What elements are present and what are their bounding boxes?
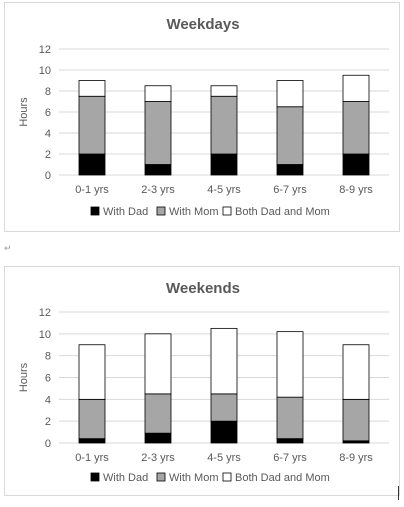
y-tick-label: 4: [45, 128, 51, 140]
y-tick-label: 10: [39, 65, 51, 77]
text-cursor: [398, 486, 399, 500]
bar-segment: [144, 393, 172, 434]
bar-segment: [144, 432, 172, 444]
legend-label: With Dad: [103, 472, 148, 484]
bar-segment: [342, 153, 370, 176]
bar-segment: [276, 80, 304, 108]
x-tick-label: 2-3 yrs: [141, 452, 175, 464]
bar-segment: [210, 85, 238, 97]
x-tick-label: 4-5 yrs: [207, 452, 241, 464]
y-axis-label: Hours: [18, 362, 30, 392]
x-tick-label: 0-1 yrs: [75, 452, 109, 464]
legend-label: Both Dad and Mom: [235, 472, 330, 484]
paragraph-mark: ↵: [4, 244, 12, 254]
x-tick-label: 6-7 yrs: [273, 184, 307, 196]
y-tick-label: 0: [45, 170, 51, 182]
x-tick-label: 6-7 yrs: [273, 452, 307, 464]
y-axis-label: Hours: [18, 97, 30, 127]
bar-segment: [276, 164, 304, 176]
bar-segment: [78, 438, 106, 444]
legend-swatch: [90, 206, 100, 216]
x-tick-label: 4-5 yrs: [207, 184, 241, 196]
bar-segment: [276, 331, 304, 398]
legend-swatch: [156, 206, 166, 216]
bar-segment: [78, 95, 106, 155]
bar-segment: [210, 153, 238, 176]
legend-swatch: [222, 206, 232, 216]
bar-segment: [210, 95, 238, 155]
bar-segment: [78, 80, 106, 97]
bar-segment: [342, 101, 370, 155]
x-tick-label: 8-9 yrs: [339, 452, 373, 464]
y-tick-label: 10: [39, 329, 51, 341]
y-tick-label: 2: [45, 149, 51, 161]
bar-segment: [144, 333, 172, 395]
legend-label: Both Dad and Mom: [235, 206, 330, 218]
bar-segment: [78, 344, 106, 400]
bar-segment: [210, 327, 238, 395]
bar-segment: [78, 398, 106, 440]
chart-title: Weekdays: [166, 16, 239, 33]
x-tick-label: 0-1 yrs: [75, 184, 109, 196]
legend-label: With Mom: [169, 206, 219, 218]
y-tick-label: 4: [45, 394, 51, 406]
bar-segment: [78, 153, 106, 176]
bar-segment: [144, 101, 172, 165]
legend-label: With Dad: [103, 206, 148, 218]
bar-segment: [144, 85, 172, 102]
bar-segment: [276, 438, 304, 444]
legend-swatch: [90, 472, 100, 482]
y-tick-label: 6: [45, 107, 51, 119]
bar-segment: [276, 396, 304, 440]
weekdays-chart: Weekdays 0 2 4 6 8 10 12 Hours 0-1 yrs 2-3 yrs 4-5 …: [4, 2, 400, 232]
x-tick-label: 2-3 yrs: [141, 184, 175, 196]
bar-segment: [144, 164, 172, 176]
bar-segment: [210, 420, 238, 444]
bar-segment: [210, 393, 238, 422]
bar-segment: [342, 398, 370, 442]
y-tick-label: 8: [45, 351, 51, 363]
weekdays-chart-svg: Weekdays 0 2 4 6 8 10 12 Hours 0-1 yrs 2-3 yrs 4-5 …: [18, 16, 389, 218]
y-tick-label: 12: [39, 307, 51, 319]
chart-title: Weekends: [166, 280, 240, 297]
x-tick-label: 8-9 yrs: [339, 184, 373, 196]
y-tick-label: 2: [45, 416, 51, 428]
y-tick-label: 12: [39, 44, 51, 56]
y-tick-label: 8: [45, 86, 51, 98]
bar-segment: [342, 74, 370, 102]
bar-segment: [276, 106, 304, 165]
weekends-chart-svg: Weekends 0 2 4 6 8 10 12 Hours 0-1 yrs 2-3 yrs 4-5 …: [18, 280, 389, 484]
legend-swatch: [156, 472, 166, 482]
y-tick-label: 6: [45, 373, 51, 385]
weekends-chart: Weekends 0 2 4 6 8 10 12 Hours 0-1 yrs 2-3 yrs 4-5 …: [4, 266, 400, 496]
legend-swatch: [222, 472, 232, 482]
legend-label: With Mom: [169, 472, 219, 484]
bar-segment: [342, 344, 370, 400]
y-tick-label: 0: [45, 438, 51, 450]
